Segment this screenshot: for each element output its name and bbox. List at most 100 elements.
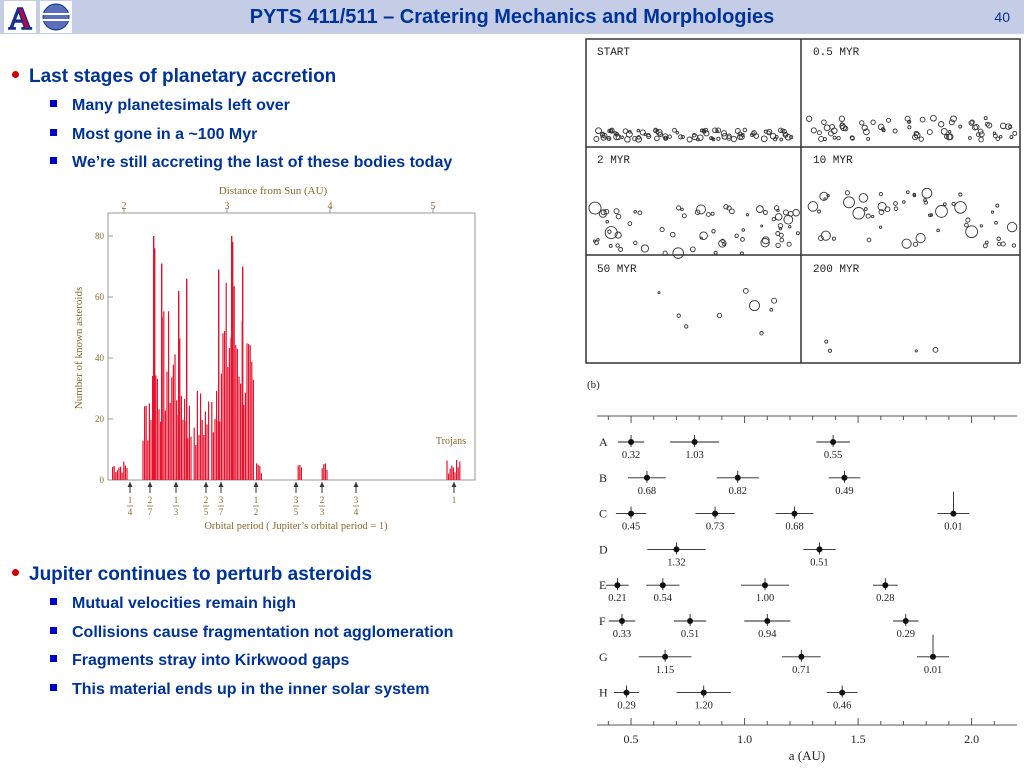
planetesimal-dot — [726, 133, 732, 139]
square-bullet-icon — [50, 684, 57, 692]
resonance-denominator: 7 — [219, 507, 224, 517]
resonance-denominator: 5 — [204, 507, 209, 517]
histogram-bar — [248, 344, 250, 480]
planetesimal-dot — [737, 134, 743, 140]
planetesimal-dot — [914, 349, 918, 353]
planetesimal-dot — [774, 213, 783, 221]
planetesimal-dot — [831, 236, 836, 241]
planetesimal-dot — [858, 193, 869, 203]
panel-label-start: START — [597, 47, 630, 59]
planet-marker: 0.55 — [816, 435, 850, 461]
top-tick-label: 3 — [225, 201, 230, 212]
histogram-bar — [180, 396, 182, 480]
arrow-up-icon — [203, 482, 209, 487]
planetesimal-dot — [777, 223, 784, 229]
planet-marker: 1.32 — [647, 542, 706, 568]
planetesimal-dot — [935, 205, 948, 218]
planetesimal-dot — [670, 231, 676, 238]
planetesimal-dot — [787, 210, 794, 217]
histogram-bar — [164, 410, 166, 480]
planetesimal-dot — [817, 209, 821, 214]
mass-label: 0.73 — [706, 522, 724, 533]
planetesimal-dot — [958, 124, 963, 129]
planet-dot — [614, 582, 621, 589]
mass-label: 0.51 — [681, 629, 699, 640]
slide-number: 40 — [994, 9, 1010, 25]
planetesimal-dot — [654, 135, 660, 142]
sub-bullet-text: Fragments stray into Kirkwood gaps — [72, 652, 350, 669]
mass-label: 0.94 — [758, 629, 777, 640]
planetesimal-dot — [861, 124, 868, 131]
planetesimal-dot — [789, 135, 794, 140]
planetesimal-dot — [594, 240, 599, 246]
planetesimal-dot — [615, 213, 622, 220]
planetesimal-dot — [994, 220, 998, 225]
planetesimal-dot — [703, 130, 710, 137]
histogram-bar — [198, 434, 200, 480]
planetesimal-dot — [982, 243, 988, 249]
histogram-bar — [218, 269, 220, 480]
planet-mass-distribution-chart: (b) 0.5 1.0 1.5 2.0 A 0.32 1.03 0.55 B 0.68 0.82 0… — [587, 379, 1017, 763]
planetesimal-dot — [999, 122, 1007, 130]
histogram-bar — [220, 373, 222, 480]
resonance-marker: 35 — [293, 482, 299, 517]
planetesimal-dot — [788, 225, 792, 229]
planetesimal-dot — [696, 204, 706, 215]
planetesimal-dot — [843, 196, 855, 209]
sub-bullet: Mutual velocities remain high — [50, 595, 296, 613]
planet-dot — [628, 439, 635, 445]
planetesimal-dot — [745, 213, 750, 217]
histogram-bar — [240, 383, 242, 480]
histogram-bar — [246, 343, 248, 480]
histogram-bar — [150, 419, 152, 480]
planetesimal-dot — [771, 297, 778, 304]
planet-marker: 0.68 — [628, 470, 666, 497]
slide-title: PYTS 411/511 – Cratering Mechanics and M… — [249, 6, 775, 28]
planetesimal-dot — [831, 127, 838, 134]
planetesimal-dot — [637, 210, 643, 216]
planetesimal-dot — [878, 225, 883, 229]
planetesimal-dot — [721, 133, 728, 140]
planetesimal-dot — [689, 246, 696, 253]
row-label: A — [599, 435, 608, 449]
mass-label: 0.82 — [729, 486, 747, 497]
planetesimal-dot — [779, 137, 784, 142]
histogram-bar — [176, 400, 178, 480]
planetesimal-dot — [709, 136, 714, 141]
resonance-numerator: 2 — [320, 495, 325, 505]
histogram-bar — [187, 438, 189, 480]
planetesimal-dot — [938, 121, 945, 128]
planetesimal-dot — [607, 229, 612, 234]
planetesimal-dot — [993, 133, 998, 139]
resonance-marker: 37 — [218, 482, 224, 517]
planetesimal-dot — [964, 222, 969, 228]
histogram-bar — [200, 393, 202, 480]
planetesimal-dot — [691, 133, 698, 141]
planet-dot — [700, 689, 707, 696]
planet-dot — [712, 510, 719, 517]
planetesimal-dot — [600, 134, 607, 141]
resonance-numerator: 3 — [219, 495, 224, 505]
planetesimal-dot — [712, 127, 718, 134]
mass-label: 0.29 — [617, 701, 635, 712]
planetesimal-dot — [640, 244, 649, 253]
planet-dot — [643, 474, 650, 481]
planetesimal-dot — [686, 136, 693, 143]
planetesimal-dot — [593, 239, 597, 243]
panel-label-2myr: 2 MYR — [597, 155, 630, 167]
planetesimal-dot — [635, 135, 642, 143]
planet-marker: 0.01 — [917, 634, 949, 676]
system-row-e: E0.21 0.54 1.00 0.28 — [599, 578, 898, 604]
histogram-bar — [186, 278, 188, 480]
bullet-text: Jupiter continues to perturb asteroids — [29, 564, 373, 585]
planetesimal-dot — [639, 129, 646, 136]
planetesimal-dot — [877, 201, 887, 212]
planetesimal-dot — [605, 220, 609, 224]
histogram-bar — [196, 390, 198, 480]
planetesimal-dot — [598, 209, 607, 218]
resonance-marker: 27 — [147, 482, 153, 517]
histogram-bar — [228, 348, 230, 480]
arrow-up-icon — [293, 482, 299, 487]
histogram-bar — [231, 236, 233, 480]
histogram-bar — [252, 379, 254, 480]
